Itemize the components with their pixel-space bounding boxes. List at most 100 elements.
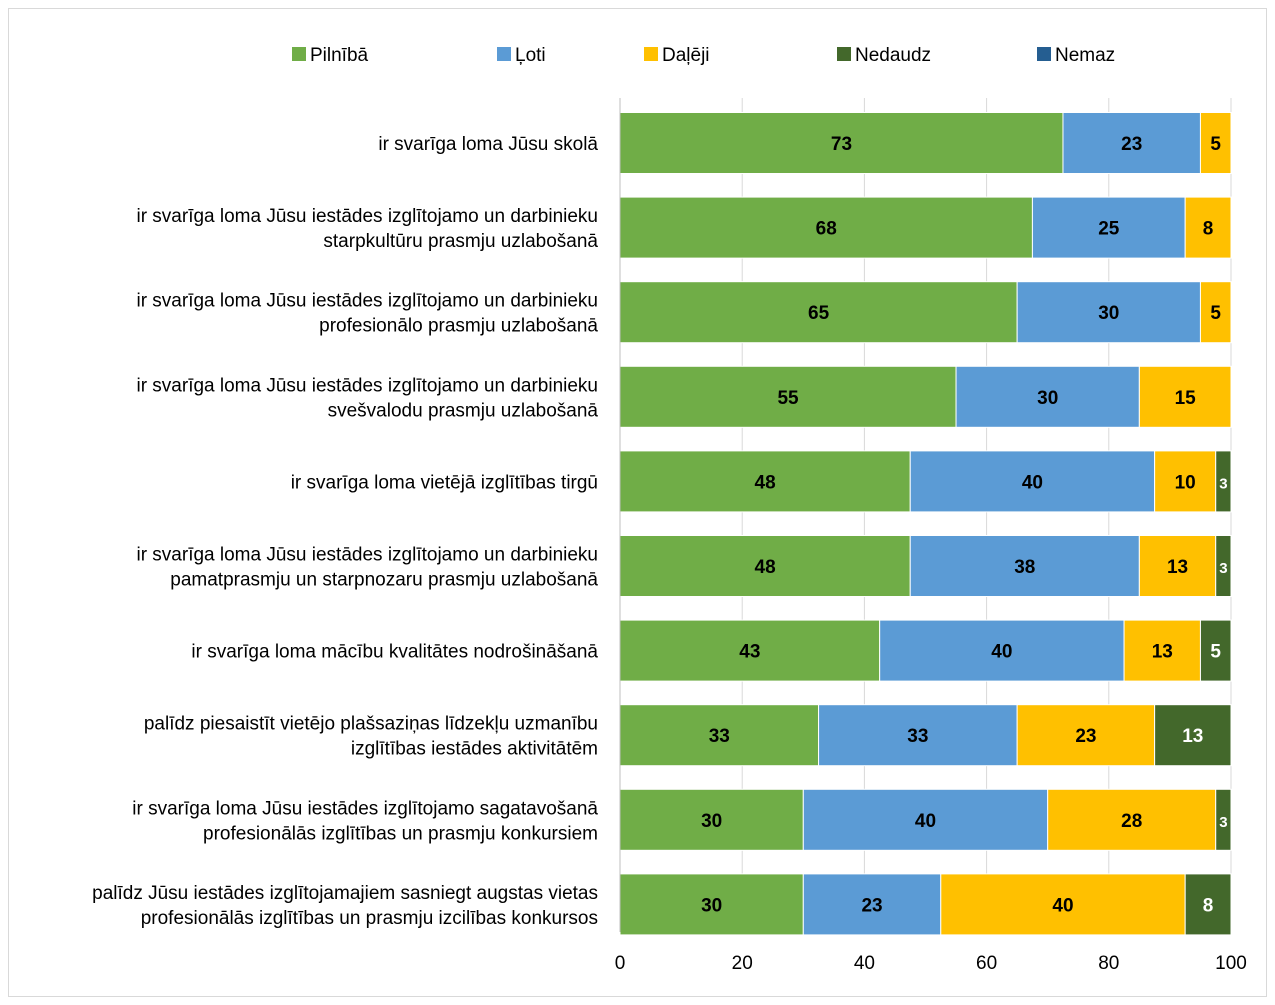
bar-segment <box>619 112 1064 174</box>
bar-segment <box>1138 365 1232 428</box>
category-label: palīdz Jūsu iestādes izglītojamajiem sas… <box>92 883 598 904</box>
bar-segment <box>818 704 1018 767</box>
category-label: ir svarīga loma Jūsu skolā <box>378 134 598 155</box>
bar-segment <box>940 873 1186 936</box>
data-label: 13 <box>1182 726 1203 747</box>
category-label: profesionālo prasmju uzlabošanā <box>319 316 598 337</box>
legend-swatch <box>837 47 851 61</box>
bar-segment <box>1047 788 1217 851</box>
bar-segment <box>619 873 804 936</box>
data-label: 30 <box>701 811 722 832</box>
bar-segment <box>1215 535 1232 597</box>
bar-segment <box>1184 196 1232 259</box>
bar-segment <box>1123 619 1201 682</box>
data-label: 43 <box>739 642 760 663</box>
bar-segment <box>1199 112 1232 174</box>
legend-entry: Pilnībā <box>310 45 369 66</box>
bar-segment <box>1031 196 1186 259</box>
data-label: 23 <box>1075 726 1096 747</box>
bar-segment <box>909 535 1140 597</box>
data-label: 65 <box>808 303 830 324</box>
data-label: 3 <box>1219 560 1227 577</box>
chart-frame <box>8 8 1267 997</box>
bar-segment <box>1016 281 1201 344</box>
category-label: ir svarīga loma Jūsu iestādes izglītojam… <box>136 291 598 312</box>
bar-segment <box>619 196 1033 259</box>
bar-segment <box>1199 619 1232 682</box>
data-label: 73 <box>831 134 852 155</box>
data-label: 25 <box>1098 219 1120 240</box>
data-label: 5 <box>1210 642 1221 663</box>
legend-swatch <box>644 47 658 61</box>
data-label: 15 <box>1175 388 1197 409</box>
bar-segment <box>1062 112 1201 174</box>
x-tick-label: 60 <box>976 953 997 974</box>
data-label: 28 <box>1121 811 1142 832</box>
data-label: 8 <box>1203 895 1214 916</box>
x-tick-label: 100 <box>1215 953 1247 974</box>
category-label: ir svarīga loma Jūsu iestādes izglītojam… <box>136 375 598 396</box>
axis-layer: 0 20 40 60 80 100 ir svarīga loma Jūsu skolā ir… <box>92 98 1247 974</box>
data-label: 13 <box>1152 642 1173 663</box>
data-label: 10 <box>1175 472 1196 493</box>
x-tick-label: 40 <box>854 953 875 974</box>
data-label: 23 <box>861 895 882 916</box>
bar-segment <box>1154 704 1232 767</box>
data-label: 30 <box>1037 388 1058 409</box>
category-label: profesionālās izglītības un prasmju konk… <box>203 823 598 844</box>
legend-swatch <box>497 47 511 61</box>
data-label: 40 <box>915 811 936 832</box>
data-label: 30 <box>701 895 722 916</box>
data-label: 55 <box>777 388 799 409</box>
bar-segment <box>1199 281 1232 344</box>
bar-segment <box>879 619 1125 682</box>
bar-segment <box>1184 873 1232 936</box>
category-label: svešvalodu prasmju uzlabošanā <box>328 400 599 421</box>
bar-segment <box>802 873 942 936</box>
data-label: 68 <box>816 219 837 240</box>
bar-segment <box>955 365 1140 428</box>
bar-segment <box>619 535 911 597</box>
bar-segment <box>1215 788 1232 851</box>
bar-segment <box>1154 450 1217 513</box>
bar-segment <box>619 450 911 513</box>
data-label: 5 <box>1210 134 1221 155</box>
category-label: izglītības iestādes aktivitātēm <box>351 739 598 760</box>
data-label: 8 <box>1203 219 1214 240</box>
category-label: palīdz piesaistīt vietējo plašsaziņas lī… <box>144 714 598 735</box>
legend-swatch <box>1037 47 1051 61</box>
legend-entry: Nemaz <box>1055 45 1115 66</box>
data-label: 48 <box>755 472 776 493</box>
data-label: 33 <box>907 726 928 747</box>
data-label: 23 <box>1121 134 1142 155</box>
legend-entry: Nedaudz <box>855 45 931 66</box>
data-label: 30 <box>1098 303 1119 324</box>
category-label: ir svarīga loma Jūsu iestādes izglītojam… <box>132 798 598 819</box>
legend-entry: Daļēji <box>662 45 710 66</box>
category-label: pamatprasmju un starpnozaru prasmju uzla… <box>170 570 598 591</box>
data-label: 3 <box>1219 475 1227 492</box>
category-label: profesionālās izglītības un prasmju izci… <box>141 908 598 929</box>
category-label: starpkultūru prasmju uzlabošanā <box>323 231 598 252</box>
data-label: 48 <box>755 557 776 578</box>
bar-segment <box>1016 704 1156 767</box>
bar-segment <box>909 450 1156 513</box>
bar-segment <box>1215 450 1232 513</box>
legend: Pilnībā Ļoti Daļēji Nedaudz Nemaz <box>292 45 1115 66</box>
data-label: 40 <box>991 642 1012 663</box>
x-tick-label: 0 <box>615 953 626 974</box>
data-label: 38 <box>1014 557 1035 578</box>
bar-segment <box>619 365 957 428</box>
data-label: 40 <box>1022 472 1043 493</box>
legend-entry: Ļoti <box>515 45 546 66</box>
data-label: 13 <box>1167 557 1188 578</box>
bar-layer <box>619 112 1232 936</box>
x-tick-label: 80 <box>1098 953 1119 974</box>
category-label: ir svarīga loma mācību kvalitātes nodroš… <box>191 642 598 663</box>
category-label: ir svarīga loma Jūsu iestādes izglītojam… <box>136 545 598 566</box>
category-label: ir svarīga loma vietējā izglītības tirgū <box>291 472 598 493</box>
data-label: 5 <box>1210 303 1221 324</box>
data-label: 40 <box>1052 895 1073 916</box>
